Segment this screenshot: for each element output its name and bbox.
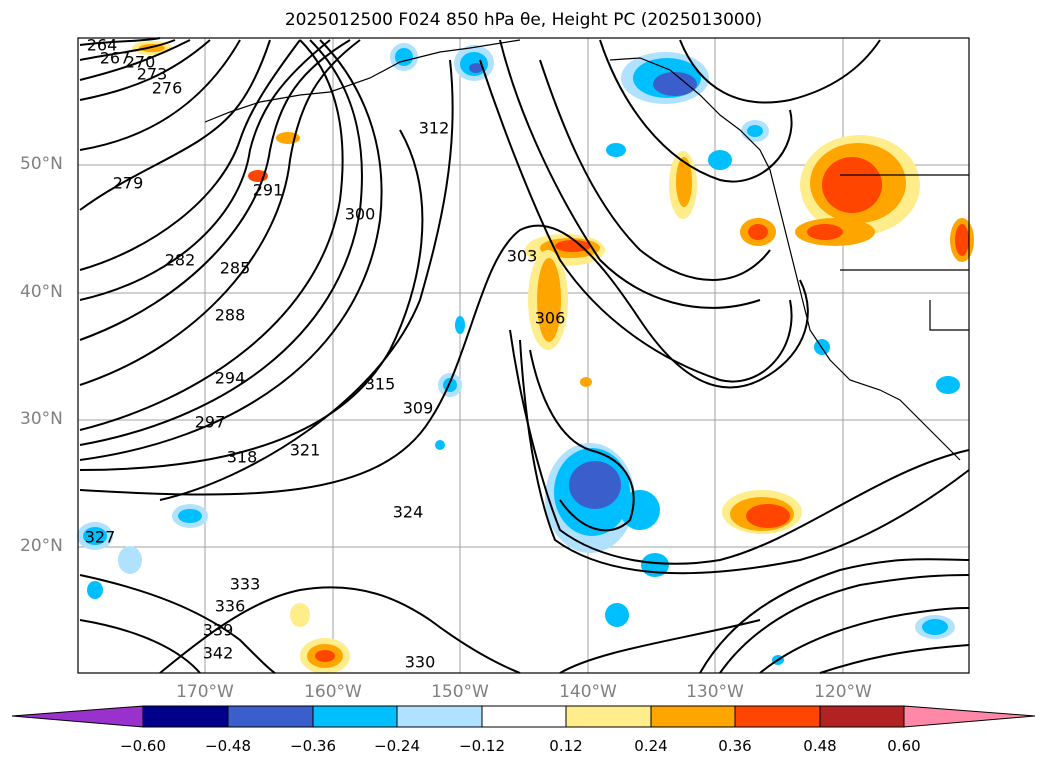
lat-label-30N: 30°N xyxy=(20,409,63,429)
contour-label: 300 xyxy=(344,204,376,224)
theta-e-contours xyxy=(79,37,970,674)
colorbar-tick: −0.36 xyxy=(290,737,336,755)
colorbar xyxy=(11,705,1036,728)
contour-label: 285 xyxy=(219,258,251,278)
contour-label: 279 xyxy=(112,173,144,193)
colorbar-tick: −0.12 xyxy=(459,737,505,755)
contour-label: 315 xyxy=(364,374,396,394)
lon-label-140W: 140°W xyxy=(559,682,617,702)
colorbar-tick: −0.48 xyxy=(205,737,251,755)
contour-label: 270 xyxy=(124,52,156,72)
colorbar-tick: 0.36 xyxy=(718,737,752,755)
contour-label: 333 xyxy=(229,574,261,594)
lon-label-130W: 130°W xyxy=(686,682,744,702)
colorbar-tick: 0.48 xyxy=(803,737,837,755)
lon-label-160W: 160°W xyxy=(304,682,362,702)
lat-label-50N: 50°N xyxy=(20,154,63,174)
gridlines xyxy=(78,38,969,673)
contour-label: 273 xyxy=(136,64,168,84)
contour-label: 267 xyxy=(99,48,131,68)
contour-label: 282 xyxy=(164,250,196,270)
contour-label: 327 xyxy=(84,527,116,547)
contour-label: 330 xyxy=(404,652,436,672)
contour-label: 318 xyxy=(226,447,258,467)
contour-label: 264 xyxy=(86,35,118,55)
contour-label: 288 xyxy=(214,305,246,325)
contour-label: 309 xyxy=(402,398,434,418)
contour-label: 303 xyxy=(506,246,538,266)
plot-title: 2025012500 F024 850 hPa θe, Height PC (2… xyxy=(284,10,763,30)
colorbar-tick: 0.24 xyxy=(634,737,668,755)
negative-anomaly-shading xyxy=(77,43,960,665)
contour-label: 336 xyxy=(214,596,246,616)
contour-label: 276 xyxy=(151,78,183,98)
contour-label: 312 xyxy=(418,118,450,138)
lon-label-120W: 120°W xyxy=(814,682,872,702)
colorbar-tick: −0.60 xyxy=(120,737,166,755)
contour-label: 342 xyxy=(202,643,234,663)
contour-label: 297 xyxy=(194,412,226,432)
contour-label: 294 xyxy=(214,368,246,388)
lon-label-170W: 170°W xyxy=(176,682,234,702)
contour-label: 339 xyxy=(202,620,234,640)
coastlines xyxy=(204,39,969,461)
colorbar-tick: 0.12 xyxy=(549,737,583,755)
lat-label-40N: 40°N xyxy=(20,282,63,302)
lon-label-150W: 150°W xyxy=(431,682,489,702)
contour-label: 306 xyxy=(534,308,566,328)
lat-label-20N: 20°N xyxy=(20,536,63,556)
contour-label: 291 xyxy=(252,180,284,200)
colorbar-tick: 0.60 xyxy=(887,737,921,755)
contour-label: 324 xyxy=(392,502,424,522)
colorbar-tick: −0.24 xyxy=(374,737,420,755)
contour-label: 321 xyxy=(289,440,321,460)
